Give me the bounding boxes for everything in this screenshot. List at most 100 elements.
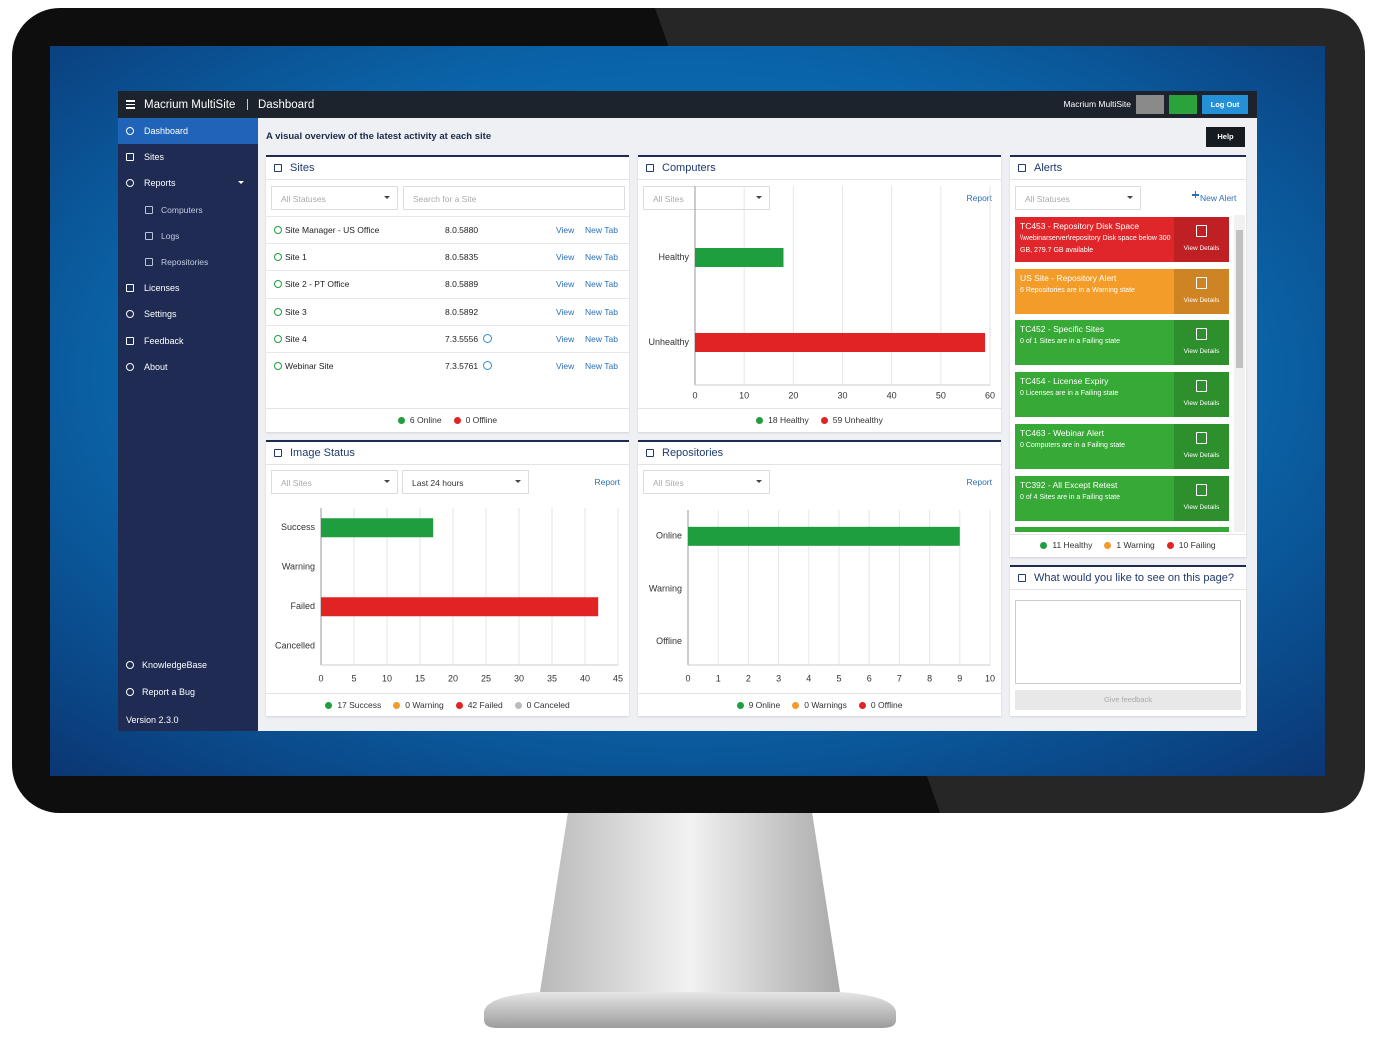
- nav-subitem[interactable]: Logs: [161, 230, 180, 241]
- icon: [274, 307, 282, 316]
- view-link[interactable]: View: [556, 279, 575, 290]
- logout-button[interactable]: Log Out: [1202, 95, 1248, 114]
- scrollbar-thumb: [1236, 230, 1243, 368]
- feedback-button[interactable]: Give feedback: [1015, 690, 1241, 710]
- legend-dot: [455, 701, 463, 709]
- nav-item[interactable]: Sites: [144, 152, 165, 163]
- new-tab-link[interactable]: New Tab: [585, 333, 618, 344]
- alert-card[interactable]: US Site - Repository Alert 6 Repositories…: [1015, 268, 1229, 314]
- new-alert-link[interactable]: New Alert: [1200, 193, 1237, 203]
- select[interactable]: All Sites: [643, 186, 770, 210]
- user-name: Macrium MultiSite: [1063, 99, 1131, 109]
- view-link[interactable]: View: [556, 225, 575, 235]
- caret: [238, 181, 244, 185]
- icon: [126, 127, 134, 135]
- select[interactable]: All Sites: [643, 470, 770, 494]
- icon: [126, 284, 134, 293]
- nav-item[interactable]: Settings: [144, 309, 177, 320]
- legend-dot: [820, 416, 828, 424]
- legend: 17 Success 0 Warning 42 Failed 0 Canceled: [266, 697, 629, 713]
- alert-action: View Details: [1174, 372, 1229, 418]
- alert-action: View Details: [1174, 475, 1229, 521]
- legend-item: 18 Healthy: [756, 415, 809, 425]
- bar: [321, 518, 434, 538]
- alert-card[interactable]: TC392 - All Except Retest 0 of 4 Sites ar…: [1015, 475, 1229, 521]
- plus-icon: [1194, 191, 1197, 199]
- view-link[interactable]: View: [556, 361, 575, 371]
- site-version: 8.0.5835: [445, 252, 479, 263]
- view-link[interactable]: View: [556, 333, 575, 344]
- nav-subitem[interactable]: Computers: [161, 204, 203, 215]
- x-tick-label: 10: [739, 390, 749, 400]
- new-tab-link[interactable]: New Tab: [585, 306, 618, 317]
- help-button[interactable]: Help: [1206, 127, 1245, 147]
- nav-item[interactable]: KnowledgeBase: [142, 660, 208, 670]
- select[interactable]: All Statuses: [271, 186, 398, 210]
- new-tab-link[interactable]: New Tab: [585, 279, 618, 290]
- select[interactable]: Last 24 hours: [402, 470, 529, 494]
- legend-item: 6 Online: [397, 415, 442, 425]
- legend-label: 0 Offline: [465, 415, 498, 425]
- legend-dot: [1040, 541, 1048, 549]
- alert-details: View Details: [1183, 503, 1220, 511]
- legend-item: 59 Unhealthy: [820, 415, 883, 425]
- alert-card[interactable]: TC452 - Specific Sites 0 of 1 Sites are i…: [1015, 320, 1229, 366]
- view-link[interactable]: View: [556, 306, 575, 317]
- legend-label: 1 Warning: [1116, 540, 1155, 550]
- nav-item[interactable]: Reports: [144, 178, 176, 189]
- alert-details: View Details: [1183, 400, 1220, 408]
- report-link[interactable]: Report: [966, 477, 992, 487]
- legend: 9 Online 0 Warnings 0 Offline: [638, 697, 1001, 713]
- site-name: Site Manager - US Office: [285, 225, 380, 235]
- legend-item: 9 Online: [736, 700, 780, 710]
- select[interactable]: All Statuses: [1015, 186, 1141, 210]
- panel-title: Image Status: [290, 447, 355, 459]
- alert-card[interactable]: TC463 - Webinar Alert 0 Computers are in …: [1015, 423, 1229, 469]
- new-tab-link[interactable]: New Tab: [585, 225, 618, 235]
- alert-icon: [1196, 380, 1207, 393]
- chart: 0 10 20 30 40 50 60 Healthy Unhealthy: [648, 186, 995, 400]
- site-name: Site 1: [285, 252, 307, 263]
- x-tick-label: 8: [927, 673, 932, 683]
- alert-title: US Site - Repository Alert: [1020, 272, 1117, 283]
- alert-card[interactable]: TC453 - Repository Disk Space \\webinarse…: [1015, 217, 1229, 262]
- report-link[interactable]: Report: [594, 477, 620, 487]
- search-box[interactable]: Search for a Site: [403, 186, 625, 210]
- panel-divider: [266, 179, 629, 180]
- row-divider: [266, 297, 629, 299]
- panel-divider: [1010, 534, 1246, 535]
- site-version: 7.3.5556: [445, 333, 479, 344]
- y-tick-label: Cancelled: [275, 641, 315, 651]
- legend-dot: [736, 701, 744, 709]
- select[interactable]: All Sites: [271, 470, 398, 494]
- nav-item[interactable]: Dashboard: [144, 126, 189, 136]
- nav-item[interactable]: Licenses: [144, 283, 180, 294]
- legend-dot: [393, 701, 401, 709]
- nav-item[interactable]: Feedback: [144, 335, 184, 346]
- panel-divider: [638, 179, 1001, 180]
- new-tab-link[interactable]: New Tab: [585, 361, 618, 371]
- alert-card[interactable]: TC454 - License Expiry 0 Licenses are in …: [1015, 372, 1229, 418]
- report-link[interactable]: Report: [966, 193, 992, 203]
- x-tick-label: 45: [613, 673, 623, 683]
- x-tick-label: 15: [415, 673, 425, 683]
- bar: [695, 333, 986, 352]
- nav-item[interactable]: About: [144, 361, 168, 372]
- legend-item: 0 Offline: [453, 415, 498, 425]
- nav-item[interactable]: Report a Bug: [142, 686, 196, 697]
- feedback-input[interactable]: [1015, 600, 1241, 684]
- x-tick-label: 35: [547, 673, 557, 683]
- settings-button[interactable]: [1136, 95, 1164, 114]
- nav-subitem[interactable]: Repositories: [161, 257, 209, 267]
- new-tab-link[interactable]: New Tab: [585, 252, 618, 263]
- panel-divider: [266, 408, 629, 409]
- announce-button[interactable]: [1169, 95, 1197, 114]
- legend-item: 1 Warning: [1104, 540, 1155, 550]
- view-link[interactable]: View: [556, 252, 575, 263]
- x-tick-label: 30: [837, 390, 847, 400]
- legend-item: 0 Warnings: [792, 700, 847, 710]
- sidebar: [118, 118, 258, 731]
- y-tick-label: Unhealthy: [648, 337, 689, 347]
- icon: [126, 661, 134, 669]
